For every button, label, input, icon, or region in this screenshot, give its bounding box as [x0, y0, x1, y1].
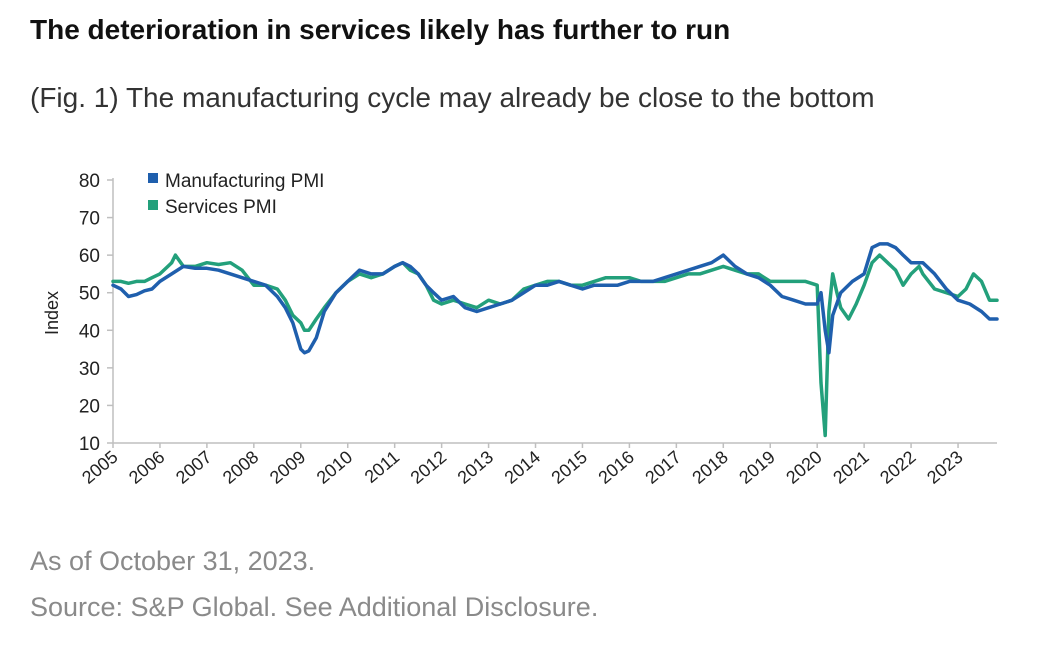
- y-tick-label: 40: [79, 321, 100, 342]
- legend-label-manufacturing: Manufacturing PMI: [165, 171, 324, 192]
- x-tick-label: 2020: [782, 447, 826, 488]
- legend-swatch-manufacturing: [148, 173, 158, 183]
- y-tick-label: 10: [79, 434, 100, 455]
- y-tick-label: 70: [79, 209, 100, 230]
- x-tick-label: 2021: [829, 447, 873, 488]
- y-tick-label: 60: [79, 246, 100, 267]
- y-axis-label: Index: [42, 291, 62, 335]
- x-tick-label: 2008: [219, 447, 263, 488]
- x-tick-label: 2012: [407, 447, 451, 488]
- x-tick-label: 2019: [735, 447, 779, 488]
- y-tick-label: 20: [79, 396, 100, 417]
- legend-swatch-services: [148, 200, 158, 210]
- y-tick-label: 80: [79, 171, 100, 192]
- series-line-manufacturing: [111, 242, 999, 355]
- x-tick-label: 2015: [548, 447, 592, 488]
- x-tick-label: 2011: [361, 447, 404, 487]
- x-tick-label: 2018: [688, 447, 732, 488]
- x-tick-label: 2009: [266, 447, 310, 488]
- series-lines: [111, 242, 999, 438]
- x-tick-label: 2013: [454, 447, 498, 488]
- y-tick-label: 30: [79, 359, 100, 380]
- x-tick-label: 2017: [641, 447, 685, 488]
- x-tick-label: 2022: [876, 447, 920, 488]
- legend-label-services: Services PMI: [165, 197, 277, 218]
- as-of-note: As of October 31, 2023.: [30, 546, 316, 576]
- x-tick-label: 2007: [172, 447, 216, 488]
- chart-subtitle: (Fig. 1) The manufacturing cycle may alr…: [30, 82, 875, 113]
- y-tick-label: 50: [79, 284, 100, 305]
- x-tick-label: 2016: [594, 447, 638, 488]
- chart-legend: Manufacturing PMI Services PMI: [148, 171, 324, 218]
- source-note: Source: S&P Global. See Additional Discl…: [30, 592, 599, 622]
- chart-title: The deterioration in services likely has…: [30, 14, 731, 45]
- x-tick-label: 2023: [923, 447, 967, 488]
- x-tick-label: 2014: [501, 447, 545, 488]
- x-tick-label: 2006: [125, 447, 169, 488]
- x-tick-label: 2010: [313, 447, 357, 488]
